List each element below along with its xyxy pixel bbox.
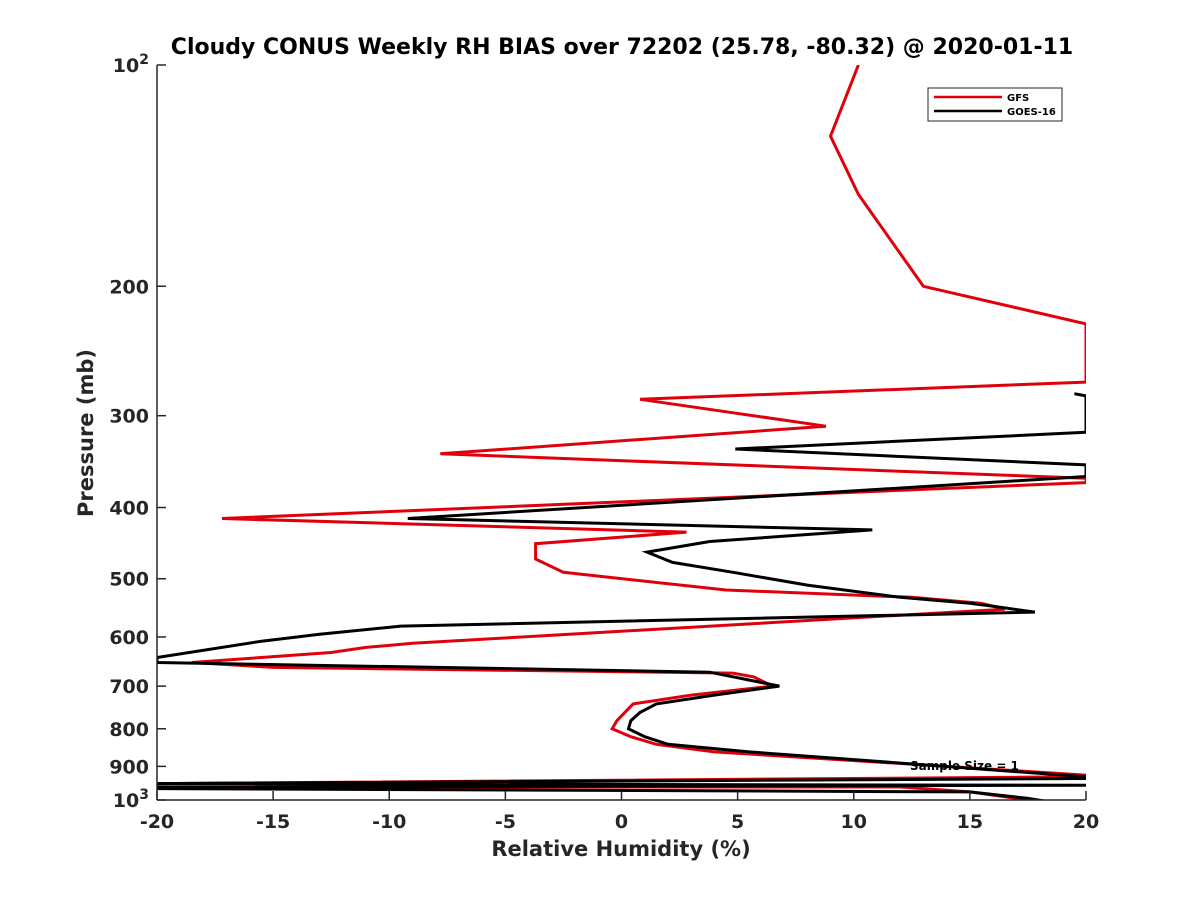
series-layer (157, 65, 1086, 800)
y-tick-label: 500 (109, 569, 149, 591)
chart-title: Cloudy CONUS Weekly RH BIAS over 72202 (… (171, 35, 1073, 60)
x-tick-label: -5 (495, 811, 516, 833)
y-tick-label: 800 (109, 719, 149, 741)
sample-size-annotation: Sample Size = 1 (910, 759, 1019, 773)
y-tick-label: 400 (109, 498, 149, 520)
x-tick-label: 15 (957, 811, 983, 833)
y-tick-label: 200 (109, 276, 149, 298)
y-tick-label: 300 (109, 406, 149, 428)
x-tick-label: 20 (1073, 811, 1099, 833)
y-tick-label: 102 (113, 52, 149, 77)
x-tick-label: 5 (731, 811, 744, 833)
x-ticks: -20 -15 -10 -5 0 5 10 15 20 (140, 791, 1099, 833)
series-line-goes-16 (157, 392, 1086, 800)
x-tick-label: -10 (372, 811, 406, 833)
legend-label-gfs: GFS (1007, 93, 1029, 104)
y-ticks: 102 200 300 400 500 600 700 800 900 103 (109, 52, 166, 812)
y-tick-label: 103 (113, 787, 149, 812)
y-tick-label-exponent: 3 (139, 787, 149, 803)
y-tick-label: 900 (109, 756, 149, 778)
plot-area (157, 65, 1086, 800)
x-tick-label: 0 (615, 811, 628, 833)
x-tick-label: -15 (256, 811, 290, 833)
x-tick-label: -20 (140, 811, 174, 833)
y-tick-label: 600 (109, 627, 149, 649)
legend-label-goes16: GOES-16 (1007, 107, 1056, 118)
x-tick-label: 10 (841, 811, 867, 833)
y-tick-label: 700 (109, 676, 149, 698)
legend: GFS GOES-16 (927, 87, 1063, 122)
x-axis-label: Relative Humidity (%) (491, 837, 750, 861)
legend-box (927, 87, 1063, 122)
y-tick-label-exponent: 2 (139, 52, 149, 68)
y-axis-label: Pressure (mb) (74, 349, 98, 517)
